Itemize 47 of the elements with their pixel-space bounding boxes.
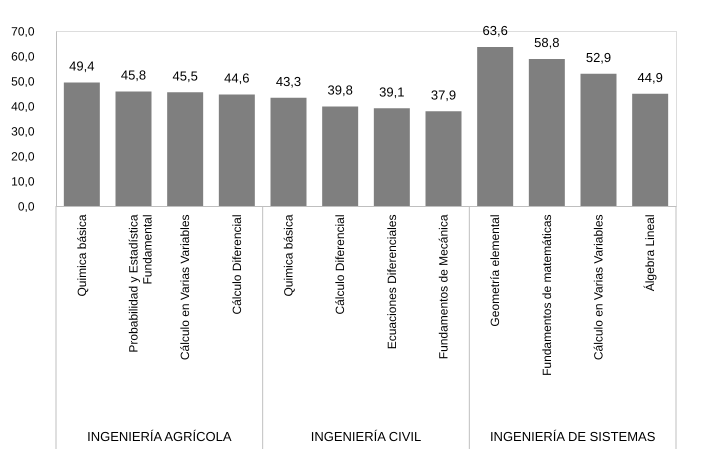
data-label: 39,8 bbox=[328, 82, 353, 98]
data-label: 45,8 bbox=[120, 68, 146, 82]
x-tick-label: Ecuaciones Diferenciales bbox=[384, 214, 399, 350]
x-tick-label: Quimica básica bbox=[282, 214, 296, 297]
bar bbox=[116, 92, 152, 206]
data-label: 44,9 bbox=[638, 70, 663, 85]
y-tick-label: 50,0 bbox=[11, 74, 35, 88]
x-tick-label: Cálculo Diferencial bbox=[333, 214, 348, 315]
data-label: 43,3 bbox=[276, 74, 302, 89]
y-tick-label: 30,0 bbox=[11, 124, 35, 138]
x-tick-label: Fundamentos de Mecánica bbox=[436, 214, 450, 360]
bar bbox=[632, 94, 668, 206]
data-label: 52,9 bbox=[586, 50, 612, 65]
x-tick-label: Fundamentos de matemáticas bbox=[540, 214, 554, 376]
data-label: 49,4 bbox=[69, 58, 94, 74]
y-tick-label: 60,0 bbox=[11, 50, 35, 64]
bar bbox=[322, 106, 358, 206]
data-label: 37,9 bbox=[430, 87, 456, 102]
y-tick-label: 20,0 bbox=[11, 150, 35, 164]
data-label: 58,8 bbox=[534, 35, 560, 50]
bar bbox=[528, 59, 565, 206]
bar bbox=[580, 74, 616, 206]
bar bbox=[270, 98, 306, 206]
x-tick-label: Probabilidad y Estadística Fundamental bbox=[126, 214, 154, 353]
bar bbox=[64, 82, 100, 206]
y-tick-label: 70,0 bbox=[11, 24, 35, 38]
x-tick-label: Cálculo en Varias Variables bbox=[178, 214, 192, 360]
y-tick-label: 0,0 bbox=[18, 200, 35, 214]
bar bbox=[167, 92, 204, 206]
data-label: 39,1 bbox=[379, 84, 404, 100]
data-label: 63,6 bbox=[482, 23, 508, 38]
y-tick-label: 40,0 bbox=[11, 100, 35, 114]
text: INGENIERÍA CIVIL bbox=[310, 429, 422, 444]
bar bbox=[477, 47, 514, 206]
x-tick-label: Quimica básica bbox=[74, 214, 89, 297]
data-label: 45,5 bbox=[172, 68, 198, 84]
x-tick-label: Cálculo Diferencial bbox=[230, 214, 244, 315]
bar bbox=[218, 94, 255, 206]
bar bbox=[374, 108, 410, 206]
data-label: 44,6 bbox=[224, 70, 250, 86]
x-tick-label: Álgebra Lineal bbox=[643, 214, 658, 292]
text: INGENIERÍA DE SISTEMAS bbox=[490, 429, 656, 444]
x-tick-label: Cálculo en Varias Variables bbox=[592, 214, 606, 360]
x-tick-label: Geometría elemental bbox=[488, 214, 502, 327]
text: INGENIERÍA AGRÍCOLA bbox=[87, 429, 232, 444]
y-tick-label: 10,0 bbox=[11, 174, 35, 188]
bar bbox=[426, 111, 462, 206]
